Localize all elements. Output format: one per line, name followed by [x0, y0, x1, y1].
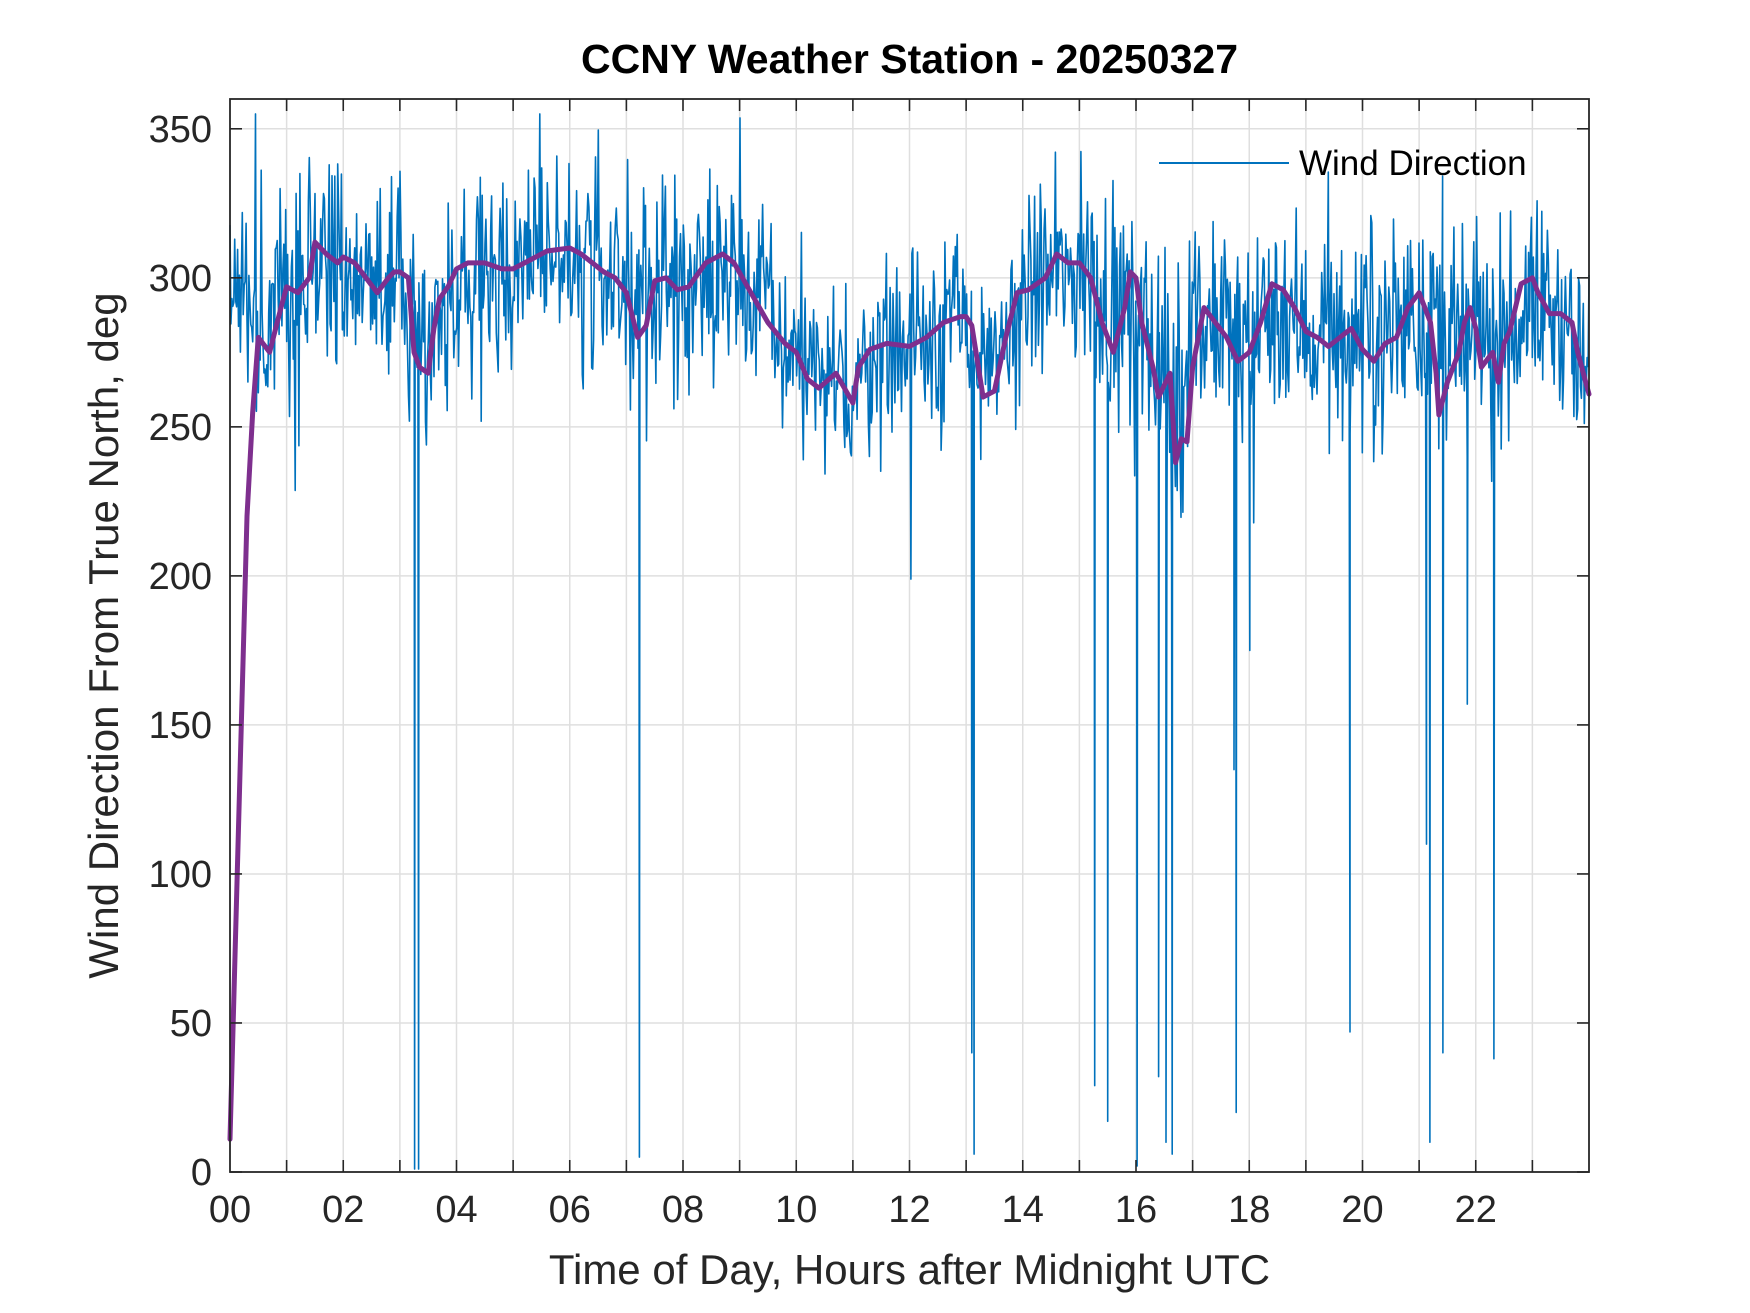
y-axis-label: Wind Direction From True North, deg: [80, 292, 127, 978]
chart-title: CCNY Weather Station - 20250327: [581, 36, 1238, 82]
x-axis-label: Time of Day, Hours after Midnight UTC: [549, 1246, 1270, 1293]
data-layer: [227, 113, 1592, 1170]
x-tick-label: 00: [209, 1189, 251, 1231]
x-tick-label: 20: [1341, 1189, 1383, 1231]
series-line-wind-direction: [229, 113, 1590, 1170]
legend-entry-wind-direction: Wind Direction: [1299, 144, 1527, 183]
y-tick-label: 200: [149, 556, 212, 598]
x-tick-label: 02: [322, 1189, 364, 1231]
x-tick-label: 18: [1228, 1189, 1270, 1231]
x-tick-label: 22: [1455, 1189, 1497, 1231]
y-tick-label: 300: [149, 258, 212, 300]
x-tick-label: 14: [1002, 1189, 1044, 1231]
y-tick-label: 50: [170, 1003, 212, 1045]
x-tick-label: 04: [435, 1189, 477, 1231]
y-tick-label: 150: [149, 705, 212, 747]
legend: Wind Direction: [1159, 144, 1527, 183]
x-tick-label: 10: [775, 1189, 817, 1231]
x-tick-label: 06: [549, 1189, 591, 1231]
axes: 00 02 04 06 08 10 12 14 16 18 20 22 0 50 100 150 200 250 3…: [149, 98, 1590, 1231]
y-tick-label: 350: [149, 109, 212, 151]
y-tick-label: 0: [191, 1152, 212, 1194]
x-tick-label: 08: [662, 1189, 704, 1231]
labels: CCNY Weather Station - 20250327 Time of …: [80, 36, 1270, 1293]
y-tick-label: 250: [149, 407, 212, 449]
y-tick-label: 100: [149, 854, 212, 896]
x-tick-label: 12: [888, 1189, 930, 1231]
x-tick-label: 16: [1115, 1189, 1157, 1231]
series-line-running-mean: [227, 239, 1592, 1142]
